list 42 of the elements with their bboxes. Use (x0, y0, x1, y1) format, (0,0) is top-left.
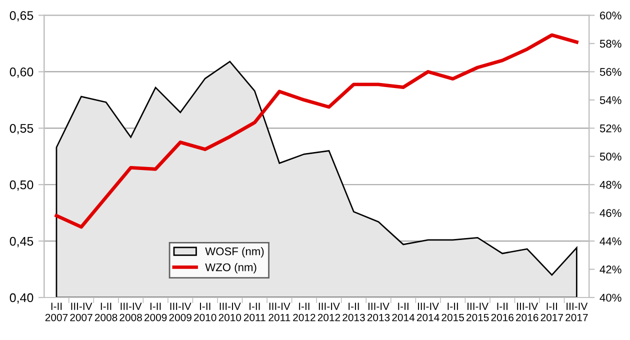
y2-tick-label: 52% (600, 124, 622, 132)
y2-tick-label: 50% (600, 152, 622, 161)
x-tick-label: III-IV 2015 (466, 302, 489, 322)
x-tick-label: I-II 2013 (342, 302, 365, 322)
y-tick-label: 0,45 (10, 236, 34, 248)
x-tick-label: III-IV 2014 (416, 302, 440, 322)
x-tick-label: I-II 2009 (144, 302, 167, 322)
x-tick-label: I-II 2008 (94, 302, 118, 322)
x-tick-label: III-IV 2013 (367, 302, 390, 322)
x-tick-label: III-IV 2012 (318, 302, 340, 322)
x-tick-label: III-IV 2016 (516, 302, 538, 322)
x-tick-label: I-II 2010 (194, 302, 216, 322)
y2-tick-label: 48% (600, 180, 622, 189)
x-tick-label: I-II 2011 (244, 302, 266, 322)
y-tick-label: 0,60 (10, 68, 34, 78)
y-tick-label: 0,50 (10, 180, 34, 191)
x-tick-label: I-II 2016 (491, 302, 514, 322)
x-tick-label: I-II 2017 (540, 302, 563, 322)
x-tick-label: III-IV 2009 (169, 302, 192, 322)
y2-tick-label: 40% (600, 294, 622, 302)
x-tick-label: I-II 2015 (442, 302, 464, 322)
legend-label: WZO (nm) (205, 263, 256, 274)
x-tick-label: III-IV 2011 (268, 302, 290, 322)
legend-label: WOSF (nm) (205, 247, 264, 258)
line-series (54, 33, 578, 229)
x-tick-label: III-IV 2008 (120, 302, 142, 322)
y2-tick-label: 42% (600, 266, 622, 274)
x-tick-label: III-IV 2017 (566, 302, 588, 322)
y-tick-label: 0,55 (10, 124, 34, 134)
x-tick-label: III-IV 2010 (218, 302, 242, 322)
y2-tick-label: 56% (600, 68, 622, 76)
y2-tick-label: 46% (600, 209, 622, 217)
y2-tick-label: 58% (600, 40, 622, 48)
x-tick-label: III-IV 2007 (70, 302, 92, 322)
y2-tick-label: 54% (600, 96, 622, 104)
y2-tick-label: 60% (600, 12, 622, 20)
y-tick-label: 0,40 (10, 293, 34, 304)
x-tick-label: I-II 2012 (293, 302, 316, 322)
x-tick-label: I-II 2007 (45, 302, 68, 322)
y-tick-label: 0,65 (10, 11, 34, 22)
x-tick-label: I-II 2014 (392, 302, 415, 322)
y2-tick-label: 44% (600, 237, 622, 246)
